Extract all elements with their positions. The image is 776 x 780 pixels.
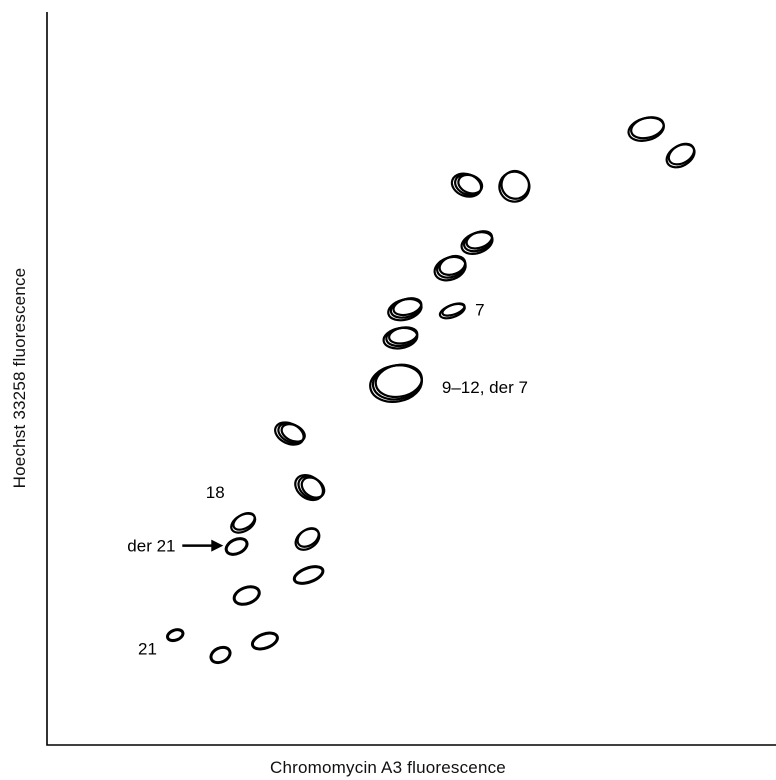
contour-cluster — [230, 511, 257, 534]
contour-cluster — [294, 527, 321, 551]
cluster-label: 21 — [138, 639, 157, 658]
contour-cluster — [498, 169, 531, 203]
contour-cluster — [292, 565, 325, 585]
contour-cluster — [460, 230, 494, 255]
contour-clusters — [166, 116, 696, 665]
contour-cluster — [209, 645, 232, 665]
contour-cluster — [627, 116, 665, 142]
contour-cluster — [665, 142, 696, 169]
x-axis-label: Chromomycin A3 fluorescence — [270, 758, 506, 777]
contour-cluster — [166, 628, 185, 643]
contour-cluster — [433, 254, 467, 282]
contour-cluster — [294, 473, 326, 502]
contour-cluster — [382, 326, 419, 350]
cluster-label: 18 — [206, 483, 225, 502]
contour-cluster — [369, 363, 423, 403]
contour-cluster — [450, 172, 484, 198]
annotation-arrow-head — [211, 539, 224, 552]
contour-cluster — [250, 631, 279, 651]
y-axis-label: Hoechst 33258 fluorescence — [10, 267, 29, 489]
cluster-label: 7 — [475, 300, 484, 319]
contour-cluster — [224, 537, 249, 556]
contour-cluster — [438, 302, 466, 320]
annotation-label: der 21 — [127, 537, 175, 556]
contour-cluster — [387, 297, 423, 322]
cluster-labels: 21 18 9–12, der 7 7 der 21 — [127, 300, 528, 658]
contour-cluster — [274, 421, 306, 446]
plot-frame — [46, 12, 776, 746]
cluster-label: 9–12, der 7 — [442, 378, 528, 397]
contour-cluster — [232, 585, 261, 606]
